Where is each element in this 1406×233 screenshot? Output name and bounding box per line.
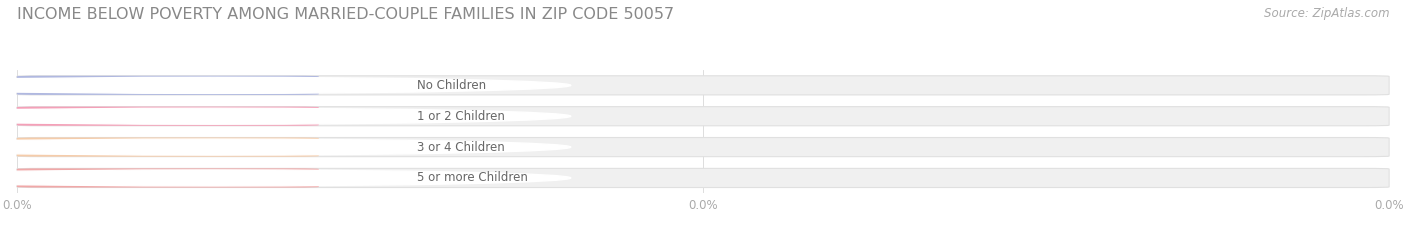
FancyBboxPatch shape [17,168,1389,188]
Circle shape [0,77,571,93]
Text: 0.0%: 0.0% [276,110,308,123]
FancyBboxPatch shape [17,76,319,95]
FancyBboxPatch shape [17,107,319,126]
Text: 3 or 4 Children: 3 or 4 Children [416,140,505,154]
Text: INCOME BELOW POVERTY AMONG MARRIED-COUPLE FAMILIES IN ZIP CODE 50057: INCOME BELOW POVERTY AMONG MARRIED-COUPL… [17,7,673,22]
FancyBboxPatch shape [17,168,319,188]
Circle shape [0,108,571,124]
FancyBboxPatch shape [17,107,1389,126]
Text: Source: ZipAtlas.com: Source: ZipAtlas.com [1264,7,1389,20]
Text: No Children: No Children [416,79,486,92]
Circle shape [0,139,571,155]
FancyBboxPatch shape [17,137,1389,157]
Text: 0.0%: 0.0% [276,140,308,154]
FancyBboxPatch shape [17,76,1389,95]
Text: 0.0%: 0.0% [276,79,308,92]
FancyBboxPatch shape [17,137,319,157]
Text: 1 or 2 Children: 1 or 2 Children [416,110,505,123]
Circle shape [0,170,571,186]
Text: 5 or more Children: 5 or more Children [416,171,527,185]
Text: 0.0%: 0.0% [276,171,308,185]
